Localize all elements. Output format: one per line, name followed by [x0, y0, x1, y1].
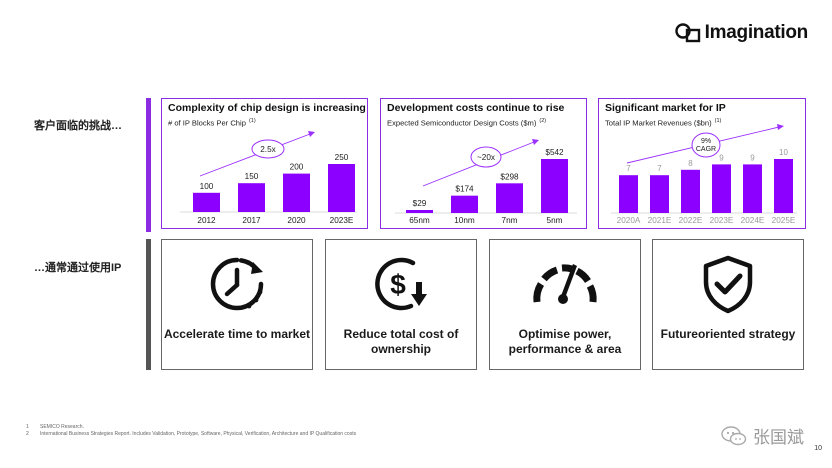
- category-label: 2021E: [648, 216, 672, 225]
- challenges-label: 客户面临的挑战…: [34, 120, 122, 132]
- bar-value-label: 7: [657, 164, 662, 173]
- bar-value-label: 9: [719, 153, 724, 162]
- category-label: 2020: [287, 216, 306, 225]
- chart-design-costs: ~20x $29 65nm $174 10nm $298 7nm $542 5nm: [395, 139, 577, 225]
- panel-subtitle: # of IP Blocks Per Chip (1): [168, 118, 256, 128]
- watermark-text: 张国斌: [753, 428, 804, 448]
- category-label: 10nm: [454, 216, 475, 225]
- bar-value-label: $298: [500, 172, 519, 181]
- bar-value-label: 9: [750, 153, 755, 162]
- bar-2025E: [774, 159, 793, 213]
- bar-7nm: [496, 183, 523, 213]
- cagr-badge-label: CAGR: [696, 146, 716, 153]
- category-label: 2022E: [679, 216, 703, 225]
- gauge-icon: [533, 264, 597, 304]
- bar-value-label: 150: [245, 172, 259, 181]
- bar-10nm: [451, 195, 478, 213]
- category-label: 2012: [197, 216, 216, 225]
- solution-label: Accelerate time to market: [163, 327, 311, 341]
- category-label: 7nm: [502, 216, 518, 225]
- bar-2023E: [712, 164, 731, 213]
- category-label: 2024E: [741, 216, 765, 225]
- bar-2017: [238, 183, 265, 212]
- cagr-badge-value: 9%: [701, 138, 711, 145]
- category-label: 2025E: [772, 216, 796, 225]
- panel-ip-market: Significant market for IP Total IP Marke…: [598, 98, 806, 229]
- bar-value-label: 10: [779, 148, 788, 157]
- bar-2024E: [743, 164, 762, 213]
- panel-subtitle: Expected Semiconductor Design Costs ($m)…: [387, 118, 547, 128]
- footnote-2: 2 International Business Strategies Repor…: [26, 431, 357, 437]
- chart-ip-blocks: 2.5x 100 2012 150 2017 200 2020 250 2023E: [180, 131, 357, 225]
- bar-value-label: 100: [200, 182, 214, 191]
- solutions-accent-bar: [146, 239, 151, 370]
- panel-subtitle: Total IP Market Revenues ($bn) (1): [605, 118, 722, 128]
- solution-ppa: Optimise power, performance & area: [489, 239, 641, 370]
- panel-title: Complexity of chip design is increasing: [168, 102, 366, 114]
- wechat-watermark: 张国斌: [721, 423, 804, 448]
- bar-value-label: $174: [455, 185, 474, 194]
- bar-value-label: 8: [688, 159, 693, 168]
- category-label: 2023E: [710, 216, 734, 225]
- bar-5nm: [541, 159, 568, 213]
- solution-label: Optimise power, performance & area: [508, 327, 622, 356]
- svg-text:$: $: [390, 269, 406, 300]
- logo-text: Imagination: [704, 22, 809, 43]
- chart-ip-market: 9% CAGR 7 2020A 7 2021E 8 2022E 9 2023E 9 2024E 10…: [611, 124, 797, 225]
- bar-value-label: 250: [335, 153, 349, 162]
- bar-65nm: [406, 210, 433, 213]
- page-number: 10: [814, 445, 822, 452]
- solution-label: Futureoriented strategy: [660, 327, 796, 341]
- growth-badge: 2.5x: [260, 145, 275, 154]
- solution-future-strategy: Futureoriented strategy: [652, 239, 804, 370]
- logo-mark-icon: [674, 23, 701, 43]
- challenges-accent-bar: [146, 98, 151, 232]
- bar-value-label: $542: [545, 148, 564, 157]
- category-label: 2020A: [617, 216, 641, 225]
- solution-total-cost: $ Reduce total cost of ownership: [325, 239, 477, 370]
- panel-development-costs: Development costs continue to rise Expec…: [380, 98, 587, 229]
- bar-2022E: [681, 169, 700, 213]
- shield-check-icon: [703, 255, 753, 314]
- footnote-1: 1 SEMICO Research.: [26, 424, 84, 430]
- panel-title: Significant market for IP: [605, 102, 726, 114]
- solution-time-to-market: Accelerate time to market: [161, 239, 313, 370]
- clock-icon: [210, 257, 264, 311]
- panel-chip-complexity: Complexity of chip design is increasing …: [161, 98, 368, 229]
- category-label: 65nm: [409, 216, 430, 225]
- category-label: 5nm: [547, 216, 563, 225]
- bar-2020A: [619, 175, 638, 213]
- category-label: 2017: [242, 216, 261, 225]
- bar-value-label: $29: [413, 199, 427, 208]
- bar-value-label: 7: [626, 164, 631, 173]
- growth-badge: ~20x: [477, 153, 495, 162]
- bar-value-label: 200: [290, 163, 304, 172]
- bar-2012: [193, 192, 220, 212]
- footnotes: 1 SEMICO Research. 2 International Busines…: [26, 424, 356, 438]
- bar-2020: [283, 173, 310, 212]
- category-label: 2023E: [330, 216, 354, 225]
- solutions-label: …通常通过使用IP: [34, 262, 122, 274]
- imagination-logo: Imagination: [674, 22, 809, 44]
- bar-2023E: [328, 164, 355, 212]
- solution-label: Reduce total cost of ownership: [343, 327, 459, 356]
- bar-2021E: [650, 175, 669, 213]
- panel-title: Development costs continue to rise: [387, 102, 565, 114]
- wechat-icon: [721, 425, 747, 445]
- dollar-down-icon: $: [375, 257, 427, 311]
